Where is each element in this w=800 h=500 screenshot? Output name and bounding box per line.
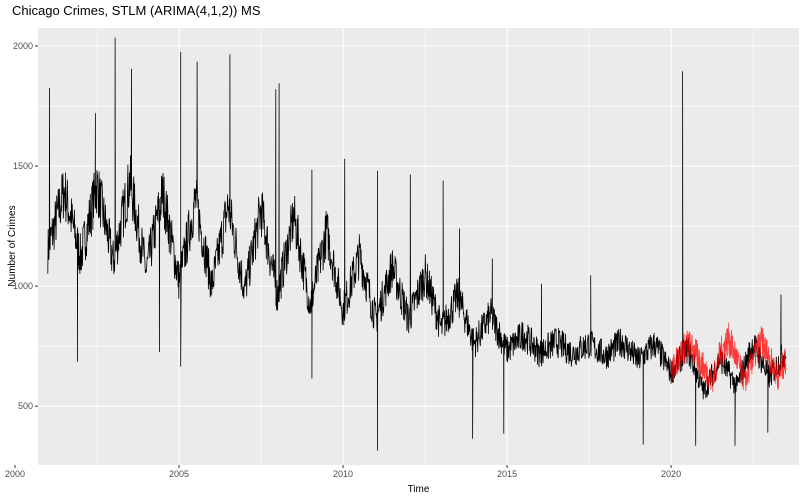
x-tick-label: 2010	[333, 469, 353, 479]
x-tick-label: 2000	[5, 469, 25, 479]
x-axis-label: Time	[408, 484, 430, 495]
series-line-0	[47, 37, 787, 451]
x-tick-label: 2005	[169, 469, 189, 479]
y-tick-label: 500	[18, 401, 33, 411]
y-tick-label: 2000	[13, 41, 33, 51]
series-layer	[47, 37, 787, 451]
y-axis-label: Number of Crimes	[7, 205, 18, 286]
x-tick-label: 2020	[661, 469, 681, 479]
series-line-1	[670, 322, 787, 393]
y-axis: 500 1000 1500 2000	[13, 41, 38, 411]
x-tick-label: 2015	[497, 469, 517, 479]
x-axis: 2000 2005 2010 2015 2020	[5, 465, 681, 479]
y-tick-label: 1000	[13, 281, 33, 291]
chart-title: Chicago Crimes, STLM (ARIMA(4,1,2)) MS	[12, 3, 261, 18]
y-tick-label: 1500	[13, 161, 33, 171]
plot-panel	[38, 28, 799, 465]
